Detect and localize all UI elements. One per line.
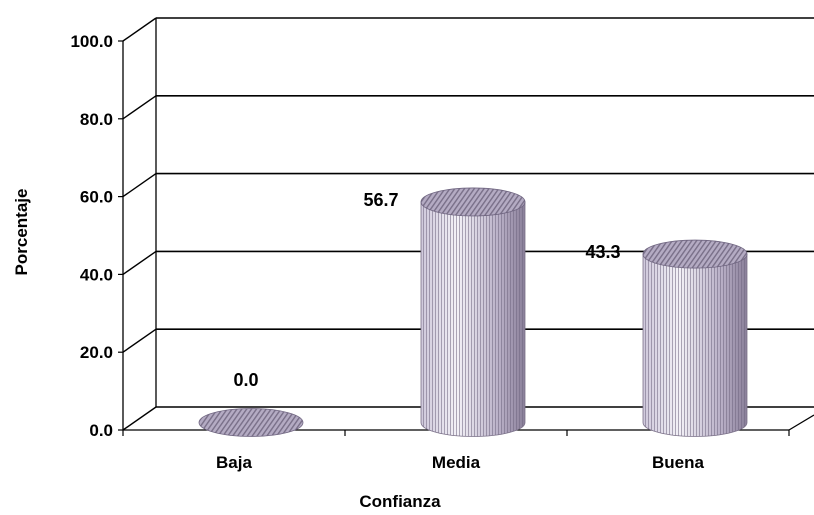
bar-baja [198,408,304,437]
gridline-depth [122,17,157,42]
bar-body-outline [420,201,526,437]
gridline-depth [122,95,157,120]
gridline-depth [122,328,157,353]
data-label: 0.0 [233,370,258,390]
floor-right-edge [788,414,814,431]
bar-media [420,187,526,437]
gridline-depth [122,250,157,275]
x-axis-title: Confianza [359,492,441,511]
bar-body-outline [642,253,748,437]
y-tick-label: 40.0 [80,265,113,284]
y-tick-label: 20.0 [80,343,113,362]
x-tick-label: Buena [652,453,705,472]
gridline-depth [122,406,157,431]
y-axis-title: Porcentaje [12,189,31,276]
bar-cap-stripes [198,408,304,437]
bars-layer [198,187,748,437]
bar-body-stripes [643,254,747,437]
x-tick-label: Baja [216,453,252,472]
bar-cap-stripes [420,187,526,217]
y-tick-label: 80.0 [80,110,113,129]
x-tick-label: Media [432,453,481,472]
labels-layer: 0.0 20.0 40.0 60.0 80.0 100.0 0.0 Baja 56.7 Media… [70,32,704,472]
gridline-depth [122,173,157,198]
bar-body-stripes [421,201,525,437]
y-tick-label: 60.0 [80,188,113,207]
bar-buena [642,239,748,437]
data-label: 43.3 [585,242,620,262]
y-tick-label: 100.0 [70,32,113,51]
y-tick-label: 0.0 [89,421,113,440]
data-label: 56.7 [363,190,398,210]
bar-cap-stripes [642,239,748,269]
